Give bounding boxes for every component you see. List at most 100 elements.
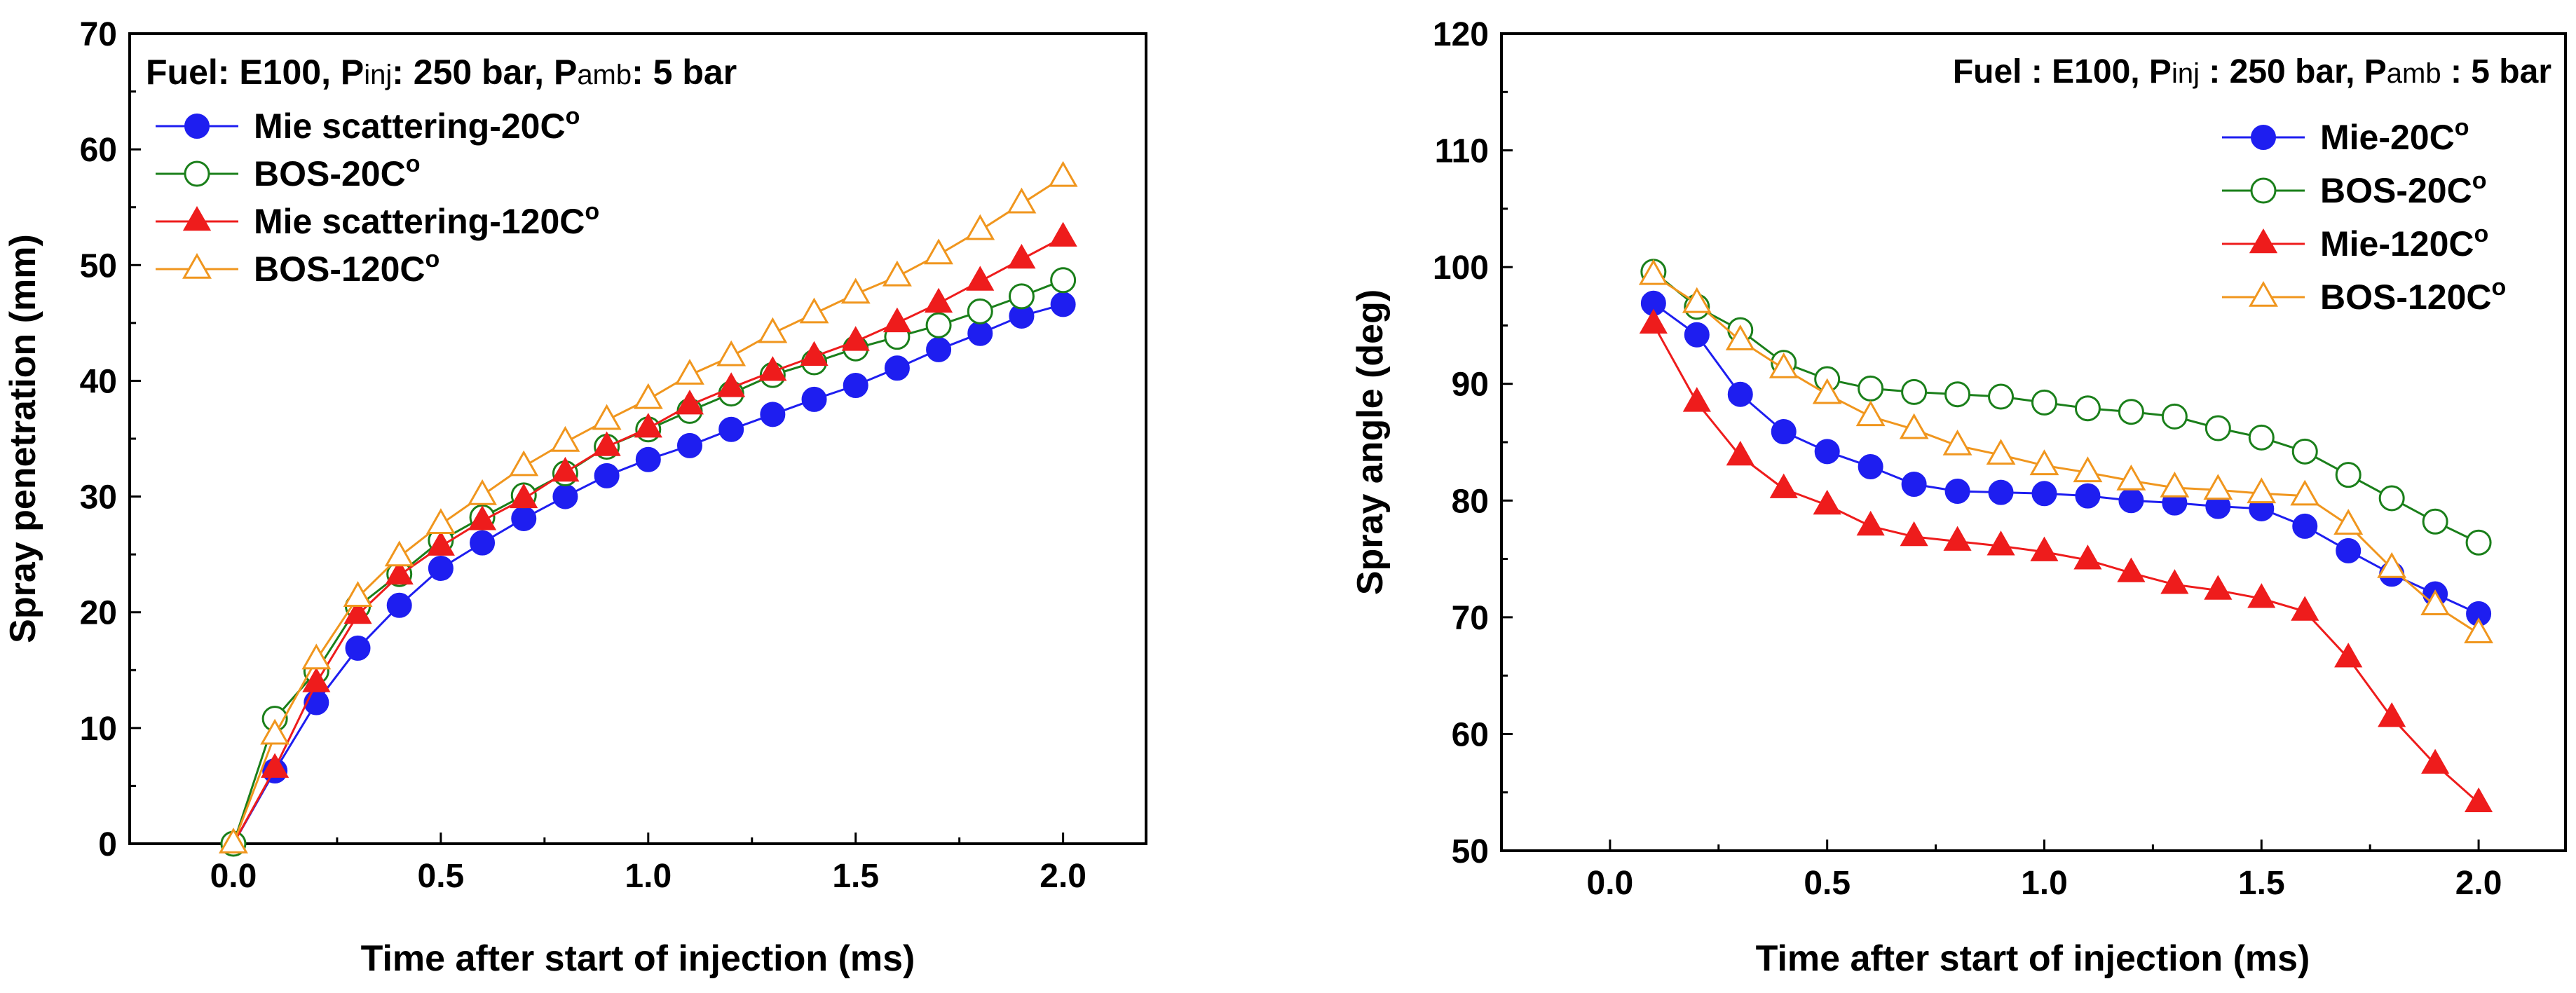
y-tick-label: 10 xyxy=(80,711,117,748)
data-point xyxy=(386,592,412,618)
data-point xyxy=(2333,509,2364,535)
x-tick-label: 1.5 xyxy=(832,858,879,895)
annotation-suffix: : 5 bar xyxy=(2441,53,2551,90)
data-point xyxy=(425,508,456,534)
legend-label-text: BOS-120C xyxy=(254,249,425,289)
legend-item: BOS-20Co xyxy=(2222,167,2487,210)
data-point xyxy=(551,456,580,482)
y-tick-label: 50 xyxy=(80,247,117,285)
data-point xyxy=(2291,596,2319,621)
data-point xyxy=(1050,292,1076,317)
data-point xyxy=(1986,530,2015,556)
data-point xyxy=(2031,389,2057,416)
legend-label-text: Mie-20C xyxy=(2320,118,2455,157)
data-point xyxy=(924,238,953,265)
series-4 xyxy=(219,160,1078,854)
data-point xyxy=(1008,283,1035,310)
data-point xyxy=(758,317,788,343)
data-point xyxy=(2118,399,2144,425)
data-point xyxy=(1727,381,1753,407)
annotation-prefix: Fuel: E100, P xyxy=(146,53,364,92)
data-point xyxy=(1684,322,1710,348)
legend-marker xyxy=(184,114,210,139)
data-point xyxy=(1007,243,1036,269)
data-point xyxy=(967,320,993,346)
data-point xyxy=(2292,513,2318,539)
data-point xyxy=(1769,352,1799,378)
data-point xyxy=(345,635,371,661)
y-tick-label: 50 xyxy=(1452,833,1489,870)
data-point xyxy=(592,404,622,430)
data-point xyxy=(2116,464,2146,491)
data-point xyxy=(2204,415,2231,441)
series-3 xyxy=(219,221,1077,854)
tick-group: 0.0 0.5 1.0 1.5 2.0 50 60 70 80 90 100 110 120 xyxy=(1433,16,2502,902)
series-1 xyxy=(220,292,1076,856)
data-point xyxy=(428,555,454,581)
y-tick-label: 70 xyxy=(1452,600,1489,637)
y-tick-label: 120 xyxy=(1433,16,1489,53)
legend-label-text: Mie scattering-20C xyxy=(254,107,566,146)
legend-item: Mie scattering-20Co xyxy=(156,103,580,146)
annotation-mid: : 250 bar, P xyxy=(392,53,577,92)
data-point xyxy=(1682,287,1712,313)
legend-marker xyxy=(2251,125,2276,150)
data-point xyxy=(1814,439,1840,465)
data-point xyxy=(219,827,248,854)
x-tick-label: 0.5 xyxy=(1804,865,1851,902)
legend-item: Mie-20Co xyxy=(2222,114,2469,157)
annotation-suffix: : 5 bar xyxy=(632,53,737,92)
x-tick-label: 0.0 xyxy=(210,858,257,895)
legend-label-text: Mie scattering-120C xyxy=(254,202,585,241)
legend-label: Mie scattering-20Co xyxy=(254,103,580,146)
y-tick-label: 0 xyxy=(98,826,117,863)
x-tick-label: 1.0 xyxy=(2021,865,2068,902)
data-point xyxy=(1050,267,1077,294)
y-tick-label: 60 xyxy=(1452,716,1489,753)
legend-label: Mie-20Co xyxy=(2320,114,2469,157)
legend-marker xyxy=(2249,228,2278,254)
data-point xyxy=(2248,424,2275,451)
data-point xyxy=(2204,575,2233,600)
data-point xyxy=(2378,702,2406,727)
series-4 xyxy=(1638,259,2493,643)
data-point xyxy=(2073,456,2103,483)
data-point xyxy=(2378,485,2405,512)
legend-item: BOS-120Co xyxy=(2222,274,2506,317)
annotation-sub-amb: amb xyxy=(577,60,632,90)
data-point xyxy=(2161,403,2188,430)
legend-label-sup: o xyxy=(566,103,580,130)
data-point xyxy=(1639,308,1668,334)
data-point xyxy=(1858,453,1883,479)
data-point xyxy=(2160,471,2190,498)
data-point xyxy=(2074,395,2101,422)
legend-label-sup: o xyxy=(425,246,440,273)
data-point xyxy=(1944,381,1971,408)
legend-label-sup: o xyxy=(2474,221,2489,247)
data-point xyxy=(2247,477,2277,504)
data-point xyxy=(717,372,746,397)
data-point xyxy=(426,530,455,556)
data-point xyxy=(2073,545,2102,570)
data-point xyxy=(2420,589,2451,615)
data-point xyxy=(2117,557,2146,582)
data-point xyxy=(925,312,952,338)
data-point xyxy=(301,643,332,670)
data-point xyxy=(801,386,827,412)
legend-label-text: BOS-20C xyxy=(254,154,406,193)
legend-item: BOS-120Co xyxy=(156,246,439,289)
legend-item: Mie scattering-120Co xyxy=(156,198,599,241)
legend-label: Mie scattering-120Co xyxy=(254,198,599,241)
data-point xyxy=(884,355,910,381)
legend-label: Mie-120Co xyxy=(2320,221,2488,263)
data-point xyxy=(511,505,537,531)
series-3 xyxy=(1639,308,2493,812)
series-1 xyxy=(1640,290,2492,626)
data-point xyxy=(1858,375,1884,402)
data-point xyxy=(1638,259,1668,285)
y-axis-label: Spray angle (deg) xyxy=(1350,289,1391,595)
